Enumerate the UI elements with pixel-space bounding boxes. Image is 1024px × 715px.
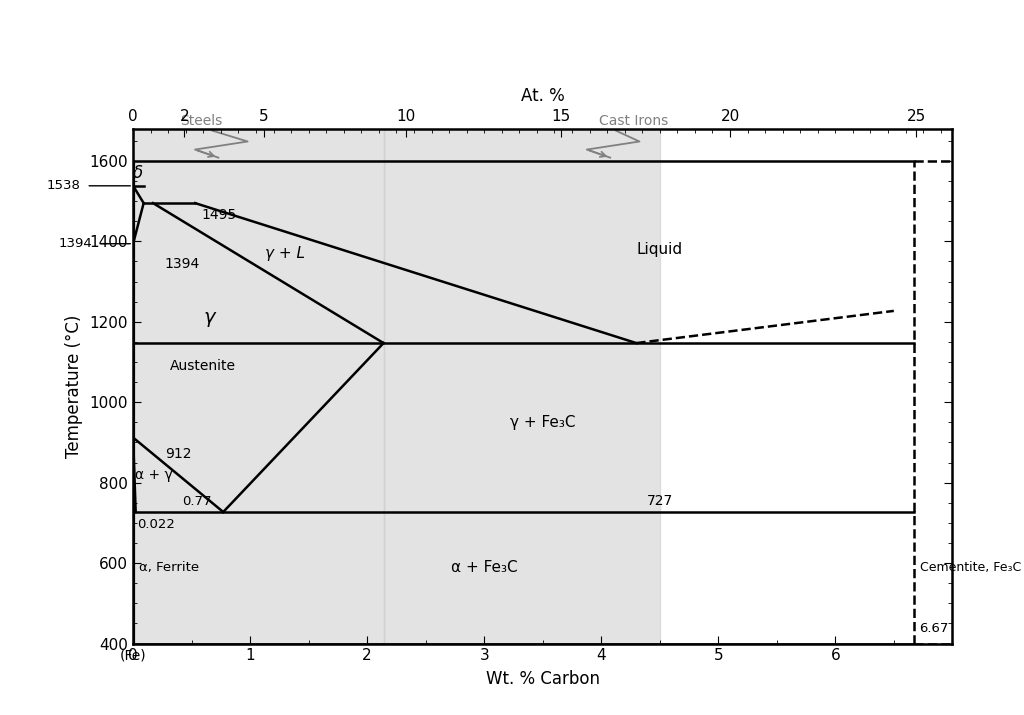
Y-axis label: Temperature (°C): Temperature (°C): [65, 315, 83, 458]
Text: γ + L: γ + L: [265, 246, 305, 261]
Text: 1394: 1394: [165, 257, 200, 272]
X-axis label: At. %: At. %: [521, 87, 564, 104]
Text: 1538: 1538: [46, 179, 81, 192]
Text: 0.77: 0.77: [182, 495, 212, 508]
Text: 6.67: 6.67: [920, 623, 949, 636]
Text: Liquid: Liquid: [637, 242, 683, 257]
Text: Steels: Steels: [179, 114, 222, 128]
Text: 1495: 1495: [201, 208, 237, 222]
Text: α + Fe₃C: α + Fe₃C: [451, 560, 517, 575]
Text: α, Ferrite: α, Ferrite: [139, 561, 199, 573]
Text: 1394: 1394: [58, 237, 92, 250]
Text: 727: 727: [646, 494, 673, 508]
Text: γ + Fe₃C: γ + Fe₃C: [510, 415, 575, 430]
Text: 0.022: 0.022: [136, 518, 174, 531]
X-axis label: Wt. % Carbon: Wt. % Carbon: [485, 670, 600, 689]
Text: 912: 912: [165, 448, 191, 461]
Text: γ: γ: [204, 308, 215, 327]
Text: (Fe): (Fe): [120, 649, 146, 662]
Bar: [384, 129, 659, 644]
Text: δ: δ: [133, 164, 143, 182]
Text: Cementite, Fe₃C: Cementite, Fe₃C: [920, 561, 1021, 573]
Bar: [133, 129, 384, 644]
Text: α + γ: α + γ: [135, 468, 173, 482]
Text: Austenite: Austenite: [170, 359, 237, 373]
Text: Cast Irons: Cast Irons: [599, 114, 669, 128]
